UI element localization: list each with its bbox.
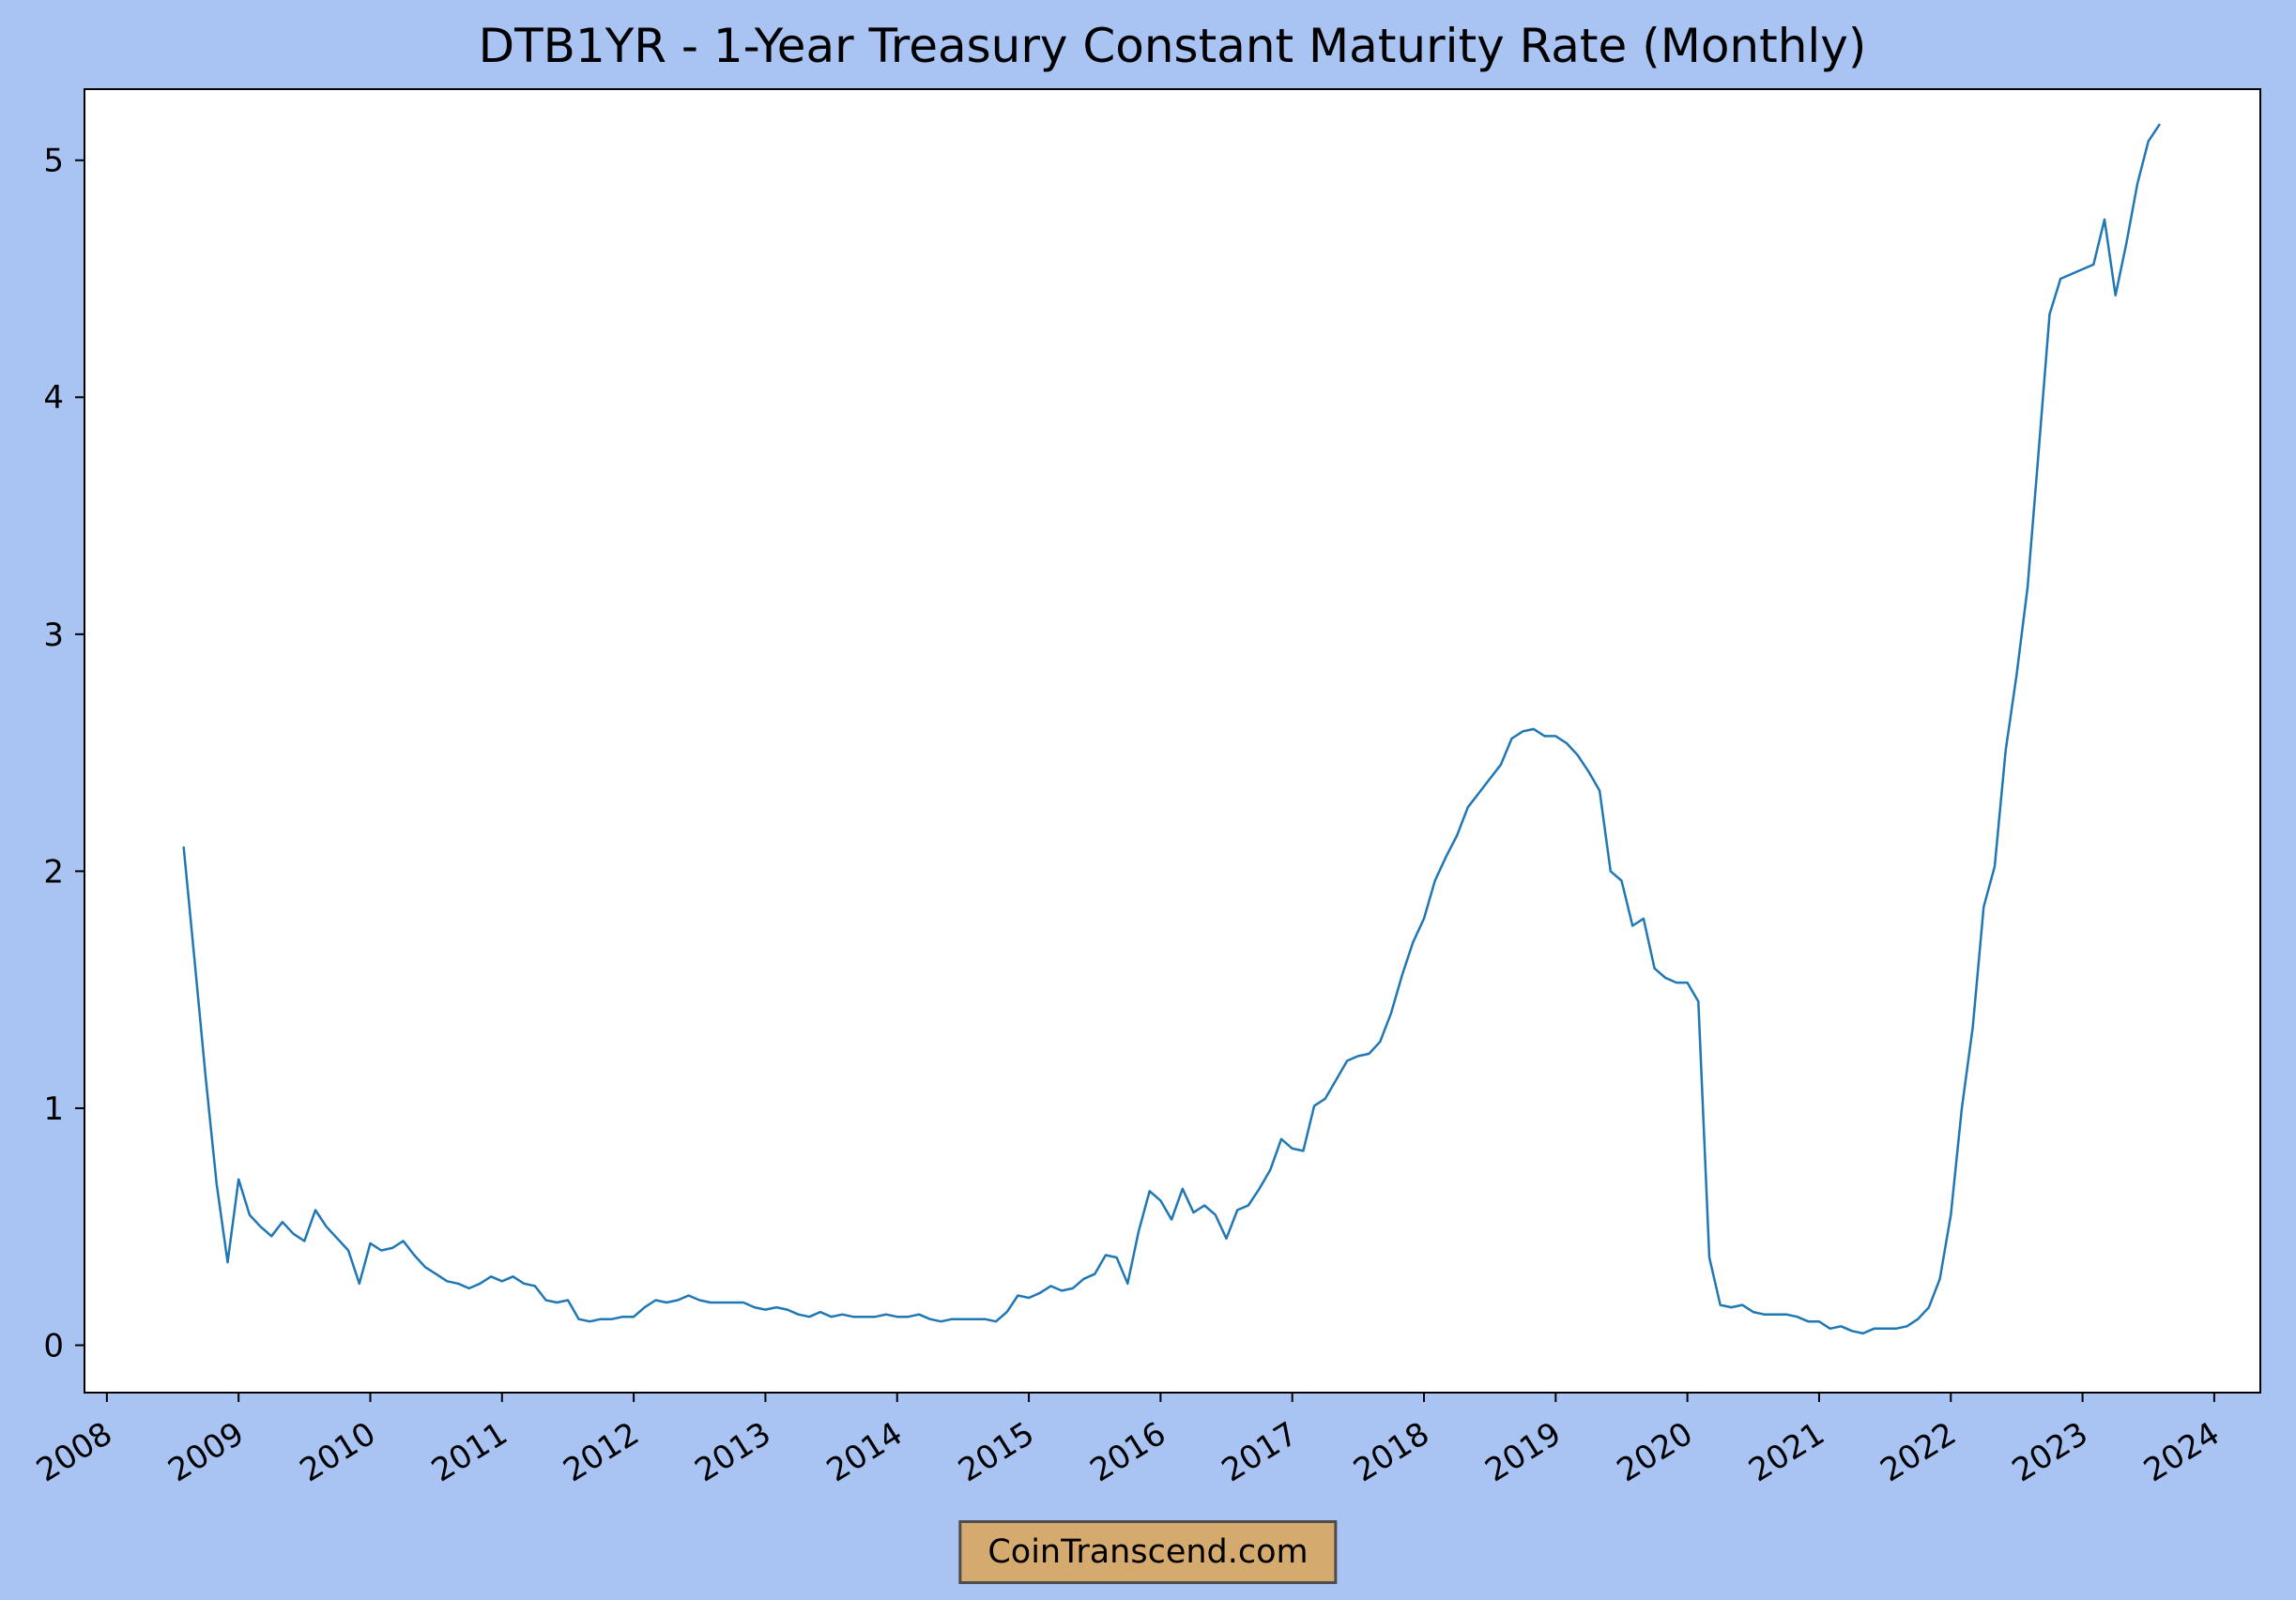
y-tick-label: 3	[43, 617, 64, 654]
x-tick-label: 2014	[820, 1415, 910, 1490]
x-tick-label: 2012	[557, 1415, 646, 1490]
x-tick-label: 2017	[1216, 1415, 1305, 1490]
x-tick-label: 2024	[2137, 1415, 2227, 1490]
y-tick-label: 1	[43, 1090, 64, 1128]
y-tick-label: 4	[43, 379, 64, 417]
plot-area	[84, 88, 2261, 1394]
y-tick-label: 0	[43, 1327, 64, 1364]
x-tick-label: 2015	[952, 1415, 1041, 1490]
x-tick-label: 2009	[161, 1415, 251, 1490]
x-tick-label: 2020	[1611, 1415, 1700, 1490]
x-tick-label: 2010	[294, 1415, 383, 1490]
x-tick-label: 2021	[1742, 1415, 1831, 1490]
x-tick-label: 2019	[1479, 1415, 1569, 1490]
x-tick-label: 2018	[1347, 1415, 1436, 1490]
chart-title: DTB1YR - 1-Year Treasury Constant Maturi…	[478, 19, 1867, 73]
x-tick-label: 2016	[1084, 1415, 1173, 1490]
x-tick-label: 2022	[1874, 1415, 1963, 1490]
y-tick-label: 2	[43, 853, 64, 891]
y-tick-label: 5	[43, 143, 64, 180]
x-tick-label: 2008	[30, 1415, 119, 1490]
x-tick-label: 2013	[689, 1415, 778, 1490]
data-line-series	[182, 123, 2161, 1335]
x-tick-label: 2011	[425, 1415, 514, 1490]
watermark-badge: CoinTranscend.com	[958, 1520, 1338, 1584]
x-tick-label: 2023	[2006, 1415, 2095, 1490]
